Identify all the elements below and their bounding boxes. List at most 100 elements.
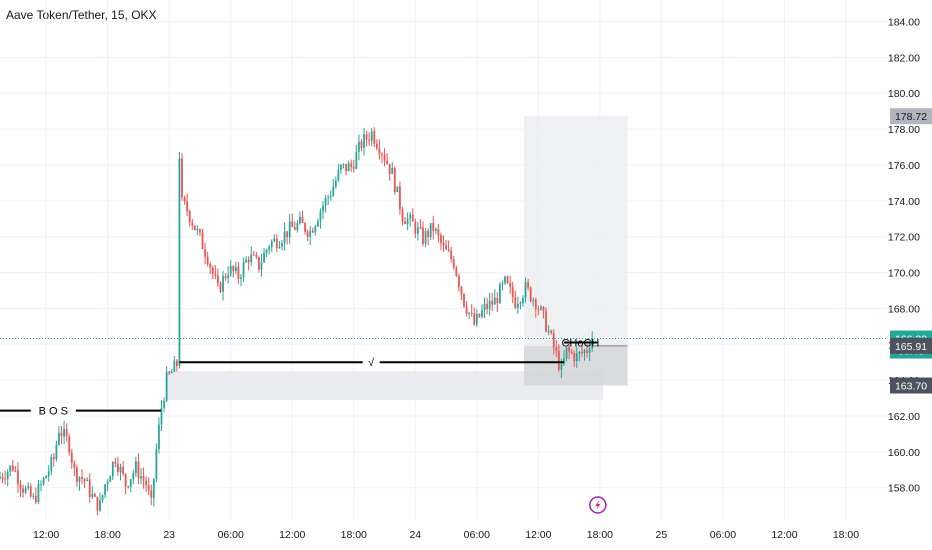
target-zone <box>523 116 628 347</box>
candle-body <box>281 242 283 247</box>
candle-body <box>155 449 158 479</box>
candle-body <box>483 303 486 311</box>
candle-body <box>578 351 581 354</box>
candle-body <box>537 309 540 311</box>
price-badge <box>890 377 932 394</box>
candle-body <box>429 223 432 238</box>
candle-body <box>196 229 199 231</box>
candle-body <box>358 141 360 152</box>
candle-body <box>373 131 376 144</box>
candle-body <box>586 350 588 354</box>
candle-body <box>329 195 332 197</box>
candle-body <box>122 466 124 474</box>
x-tick-label: 24 <box>409 529 421 541</box>
candle-body <box>193 225 196 231</box>
candle-body <box>32 495 35 497</box>
candle-body <box>522 297 524 303</box>
x-tick-label: 06:00 <box>710 529 736 541</box>
y-tick-label: 174.00 <box>888 196 920 208</box>
candle-body <box>178 158 181 366</box>
candle-body <box>73 462 76 468</box>
candle-body <box>411 214 414 222</box>
price-badge-label: 178.72 <box>895 111 927 123</box>
candle-body <box>132 473 135 480</box>
candle-body <box>588 348 591 354</box>
candle-body <box>214 273 217 276</box>
candle-body <box>399 186 401 210</box>
y-tick-label: 176.00 <box>888 160 920 172</box>
candle-body <box>119 466 122 472</box>
candle-body <box>401 209 404 222</box>
candle-body <box>575 353 578 362</box>
candle-body <box>311 230 314 233</box>
candle-body <box>504 276 506 284</box>
candle-body <box>106 481 109 485</box>
candle-body <box>0 476 1 479</box>
candle-body <box>529 287 532 302</box>
candle-body <box>40 483 42 485</box>
candle-body <box>319 211 322 222</box>
candle-body <box>557 350 560 370</box>
annotation-label: CHoCH <box>561 337 599 349</box>
x-tick-label: 12:00 <box>33 529 59 541</box>
candle-body <box>409 214 412 219</box>
candle-body <box>27 486 30 489</box>
candle-body <box>288 221 291 238</box>
candle-body <box>306 231 309 237</box>
price-badge <box>890 108 932 125</box>
candle-body <box>1 476 4 479</box>
candle-body <box>78 477 81 482</box>
candle-body <box>468 312 471 314</box>
candle-body <box>160 407 163 425</box>
y-tick-label: 178.00 <box>888 124 920 136</box>
candle-body <box>478 313 481 317</box>
candle-body <box>381 154 383 156</box>
candle-body <box>460 286 463 294</box>
candle-body <box>406 218 409 224</box>
candle-body <box>263 252 265 263</box>
candle-body <box>570 351 573 354</box>
candle-body <box>4 478 7 480</box>
candle-body <box>299 216 301 224</box>
candle-body <box>368 139 371 141</box>
candle-body <box>378 148 381 155</box>
candle-body <box>419 227 422 229</box>
candle-body <box>6 471 9 480</box>
candle-body <box>493 297 496 305</box>
candle-body <box>19 484 22 489</box>
candle-body <box>219 283 222 292</box>
candle-body <box>140 476 142 479</box>
candle-body <box>396 186 399 193</box>
annotation-label: B O S <box>39 406 68 418</box>
candle-body <box>278 246 281 248</box>
candle-body <box>560 364 563 370</box>
candle-body <box>260 262 263 270</box>
candle-body <box>209 264 212 268</box>
candle-body <box>186 201 189 212</box>
candle-body <box>491 300 494 305</box>
candle-body <box>363 134 365 148</box>
candle-body <box>29 486 32 497</box>
candle-body <box>327 196 330 199</box>
candle-body <box>70 452 73 463</box>
candle-body <box>127 486 130 488</box>
candle-body <box>324 198 327 206</box>
candle-body <box>137 461 140 479</box>
candle-body <box>86 479 89 482</box>
candle-body <box>552 333 555 348</box>
candle-body <box>534 299 537 310</box>
candle-body <box>511 286 514 298</box>
x-tick-label: 12:00 <box>525 529 551 541</box>
candle-body <box>114 461 117 464</box>
candle-body <box>93 494 96 497</box>
candle-body <box>550 330 553 334</box>
candle-body <box>47 471 50 476</box>
annotation-label-bg <box>30 402 76 418</box>
y-tick-label: 162.00 <box>888 411 920 423</box>
candle-body <box>524 282 527 298</box>
candle-body <box>173 360 176 372</box>
candle-body <box>365 134 368 140</box>
candle-body <box>181 158 183 198</box>
candle-body <box>416 227 419 234</box>
